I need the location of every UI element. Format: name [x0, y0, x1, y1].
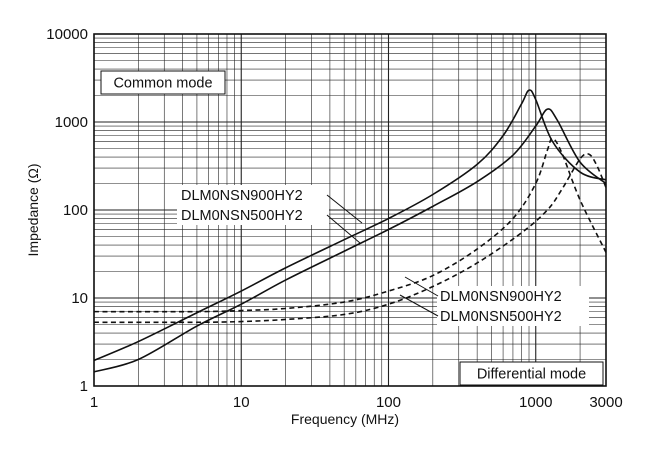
common-mode-box — [100, 70, 226, 95]
differential-mode-curve — [93, 137, 607, 313]
y-axis-title: Impedance (Ω) — [25, 164, 41, 257]
y-tick-label: 10000 — [46, 26, 88, 43]
y-tick-label: 1000 — [55, 114, 88, 131]
leader-dm-900 — [404, 276, 439, 297]
annotation-dm-500: DLM0NSN500HY2 — [440, 309, 562, 325]
y-tick-label: 100 — [63, 202, 88, 219]
plot-border — [93, 33, 607, 387]
x-axis-title: Frequency (MHz) — [291, 411, 399, 427]
x-tick-label: 10 — [233, 394, 250, 411]
differential-mode-label: Differential mode — [477, 367, 586, 383]
y-tick-label: 1 — [80, 378, 88, 395]
annotation-dm-900: DLM0NSN900HY2 — [440, 289, 562, 305]
series-layer — [93, 89, 607, 373]
x-tick-label: 1000 — [519, 394, 552, 411]
y-tick-label: 10 — [71, 290, 88, 307]
common-mode-label: Common mode — [113, 76, 212, 92]
x-tick-label: 1 — [90, 394, 98, 411]
differential-mode-curve — [93, 152, 607, 324]
cm-annotation-bg — [177, 185, 329, 225]
annotation-cm-900: DLM0NSN900HY2 — [181, 188, 303, 204]
dm-annotation-bg — [437, 286, 589, 326]
common-mode-curve — [93, 89, 607, 362]
leader-dm-500 — [399, 294, 439, 317]
differential-mode-box — [459, 361, 604, 386]
tick-labels: 1 10 100 1000 3000 1 10 100 1000 10000 — [46, 26, 622, 411]
leader-cm-900 — [326, 194, 363, 224]
annotation-cm-500: DLM0NSN500HY2 — [181, 208, 303, 224]
x-tick-label: 3000 — [589, 394, 622, 411]
x-tick-label: 100 — [376, 394, 401, 411]
leader-cm-500 — [326, 214, 361, 244]
common-mode-curve — [93, 108, 607, 373]
